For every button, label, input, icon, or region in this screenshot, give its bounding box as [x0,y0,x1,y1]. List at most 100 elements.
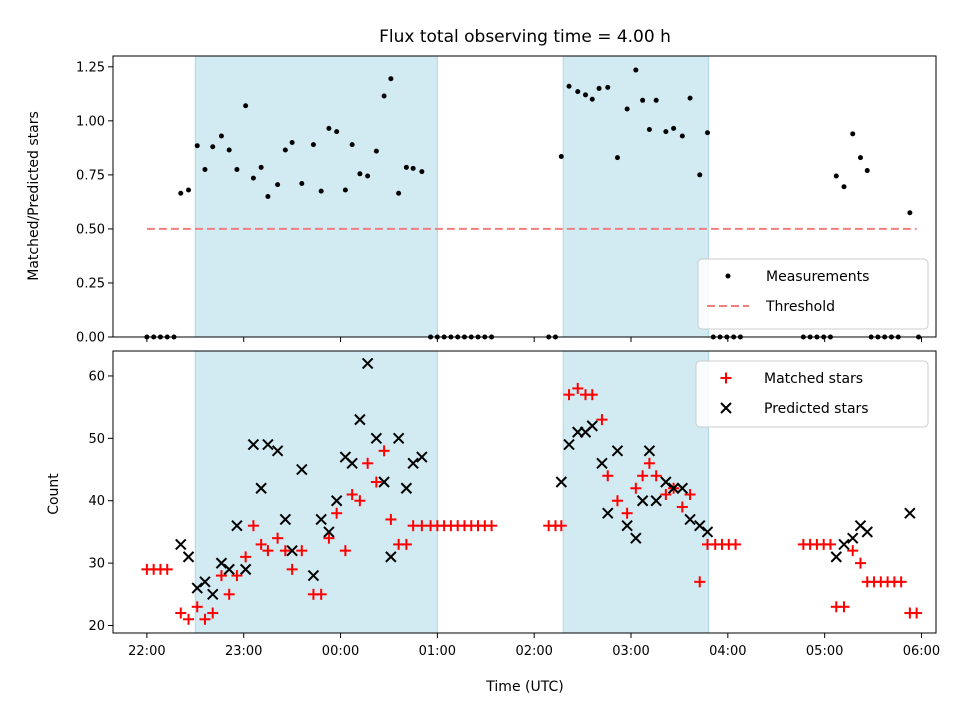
x-tick-label-6: 04:00 [709,644,746,659]
predicted-star-4 [207,588,219,601]
predicted-star-49-b [701,526,714,538]
matched-star-19 [296,545,308,557]
predicted-star-44-b [660,476,672,488]
predicted-star-38 [611,445,624,457]
measurement-point-29 [373,148,379,154]
predicted-star-19 [330,495,343,507]
matched-star-4 [175,607,187,619]
chart-title: Flux total observing time = 4.00 h [379,27,671,47]
bottom-panel: 20 30 40 50 60 22:00 23:00 00:00 01:00 02:00 03:00… [88,350,940,659]
x-tick-label-3: 01:00 [419,644,456,659]
measurement-point-12 [234,166,240,172]
matched-star-32 [400,538,412,550]
predicted-star-13-b [279,513,292,526]
top-legend-box [697,258,929,330]
predicted-star-8-b [239,563,252,576]
predicted-star-48 [694,519,706,532]
predicted-star-14-b [286,544,298,557]
bottom-legend-marker-1-b [720,402,732,414]
measurement-point-24 [334,129,340,135]
predicted-star-30-b [416,451,428,463]
predicted-star-22-b [354,413,366,426]
matched-star-23 [331,507,343,519]
measurement-point-25 [342,187,348,193]
predicted-star-43 [650,495,662,507]
measurement-point-14 [250,175,256,181]
predicted-star-32 [563,438,575,451]
matched-star-57 [637,470,649,482]
predicted-star-15-b [296,463,308,476]
predicted-star-5 [215,557,228,569]
matched-star-52 [596,414,608,426]
matched-star-53 [602,470,614,482]
predicted-star-25 [378,476,390,488]
matched-star-5 [183,613,195,625]
predicted-star-26-b [385,551,397,563]
matched-star-84 [895,576,907,588]
measurement-point-8 [202,166,208,172]
matched-star-28 [370,476,382,488]
predicted-star-19-b [330,495,343,507]
predicted-star-24 [370,432,383,445]
measurement-point-28 [365,173,371,179]
matched-star-74 [824,538,836,550]
predicted-star-45 [667,482,680,494]
matched-star-27 [362,457,374,469]
matched-star-54 [611,495,623,507]
predicted-star-3 [199,576,211,588]
measurement-point-65 [697,172,703,178]
top-y-tick-label-2: 0.50 [76,222,105,237]
predicted-star-37-b [602,507,614,519]
matched-star-12 [240,551,252,563]
measurement-point-54 [605,84,611,90]
top-observing-window-1 [562,55,709,338]
top-y-tick-label-0: 0.00 [76,331,105,346]
predicted-star-35-b [586,420,598,432]
matched-star-78 [854,557,866,569]
measurement-point-59 [646,126,652,132]
predicted-star-11 [262,438,274,451]
predicted-star-35 [586,420,598,432]
matched-star-8 [207,607,219,619]
predicted-star-42 [643,445,656,457]
measurement-point-48 [558,154,564,160]
matched-star-7 [199,613,211,625]
predicted-star-31 [555,476,568,488]
predicted-star-29-b [407,457,419,470]
measurement-point-62 [671,125,677,131]
predicted-star-50-b [830,551,842,563]
predicted-star-10-b [255,482,267,494]
predicted-star-43-b [650,495,662,507]
bottom-legend-marker-1 [720,402,732,414]
predicted-star-17 [315,513,327,526]
matched-star-76 [838,601,850,613]
top-panel: 0.00 0.25 0.50 0.75 1.00 1.25 [76,55,937,346]
matched-star-47 [555,520,567,532]
measurement-point-60 [653,97,659,103]
bottom-legend-box [695,360,929,428]
predicted-star-54 [861,526,873,538]
measurement-point-16 [265,194,271,199]
predicted-star-8 [239,563,252,576]
predicted-star-39-b [621,519,633,532]
matched-star-49 [572,382,584,394]
predicted-star-55 [904,507,916,519]
measurement-point-87 [907,210,913,216]
predicted-star-30 [416,451,428,463]
predicted-star-37 [602,507,614,519]
measurement-point-6 [186,187,192,193]
predicted-star-40 [630,532,642,544]
matched-star-48 [563,389,575,401]
measurement-point-52 [589,96,595,102]
x-tick-label-1: 23:00 [225,644,262,659]
predicted-star-17-b [315,513,327,526]
bottom-y-tick-label-0: 20 [88,619,105,634]
measurement-point-35 [419,169,425,175]
bottom-y-tick-label-3: 50 [88,432,105,447]
predicted-star-7 [231,519,243,532]
predicted-star-21-b [346,457,358,470]
x-axis-label: Time (UTC) [485,679,563,695]
predicted-star-21 [346,457,358,470]
matched-star-3 [161,563,173,575]
